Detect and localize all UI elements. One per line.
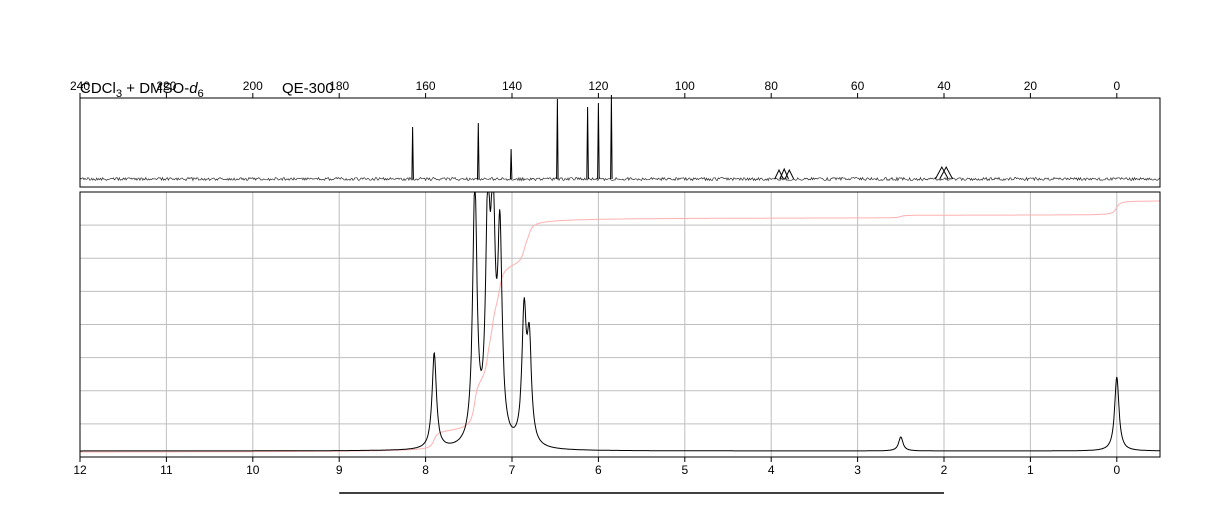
svg-text:80: 80 bbox=[765, 79, 779, 93]
svg-text:2: 2 bbox=[941, 463, 948, 477]
svg-text:6: 6 bbox=[595, 463, 602, 477]
svg-text:160: 160 bbox=[416, 79, 436, 93]
svg-text:11: 11 bbox=[160, 463, 173, 477]
svg-text:200: 200 bbox=[243, 79, 263, 93]
svg-text:4: 4 bbox=[768, 463, 775, 477]
solvent-sub2: 6 bbox=[198, 88, 204, 100]
svg-text:7: 7 bbox=[509, 463, 516, 477]
solvent-prefix: CDCl bbox=[80, 80, 116, 97]
svg-text:20: 20 bbox=[1024, 79, 1038, 93]
svg-text:60: 60 bbox=[851, 79, 865, 93]
svg-text:9: 9 bbox=[336, 463, 343, 477]
instrument-label: QE-300 bbox=[282, 80, 334, 97]
nmr-figure: CDCl3 + DMSO-d6 QE-300 24022020018016014… bbox=[0, 0, 1224, 528]
svg-text:12: 12 bbox=[73, 463, 87, 477]
solvent-mid: + DMSO- bbox=[122, 80, 189, 97]
svg-text:140: 140 bbox=[502, 79, 522, 93]
svg-text:120: 120 bbox=[588, 79, 608, 93]
svg-text:10: 10 bbox=[246, 463, 260, 477]
solvent-ital: d bbox=[189, 80, 197, 97]
svg-text:0: 0 bbox=[1113, 463, 1120, 477]
svg-text:40: 40 bbox=[937, 79, 951, 93]
solvent-label: CDCl3 + DMSO-d6 bbox=[80, 80, 204, 100]
svg-text:0: 0 bbox=[1113, 79, 1120, 93]
svg-text:8: 8 bbox=[422, 463, 429, 477]
svg-text:100: 100 bbox=[675, 79, 695, 93]
svg-text:1: 1 bbox=[1027, 463, 1034, 477]
svg-text:3: 3 bbox=[854, 463, 861, 477]
svg-text:5: 5 bbox=[681, 463, 688, 477]
